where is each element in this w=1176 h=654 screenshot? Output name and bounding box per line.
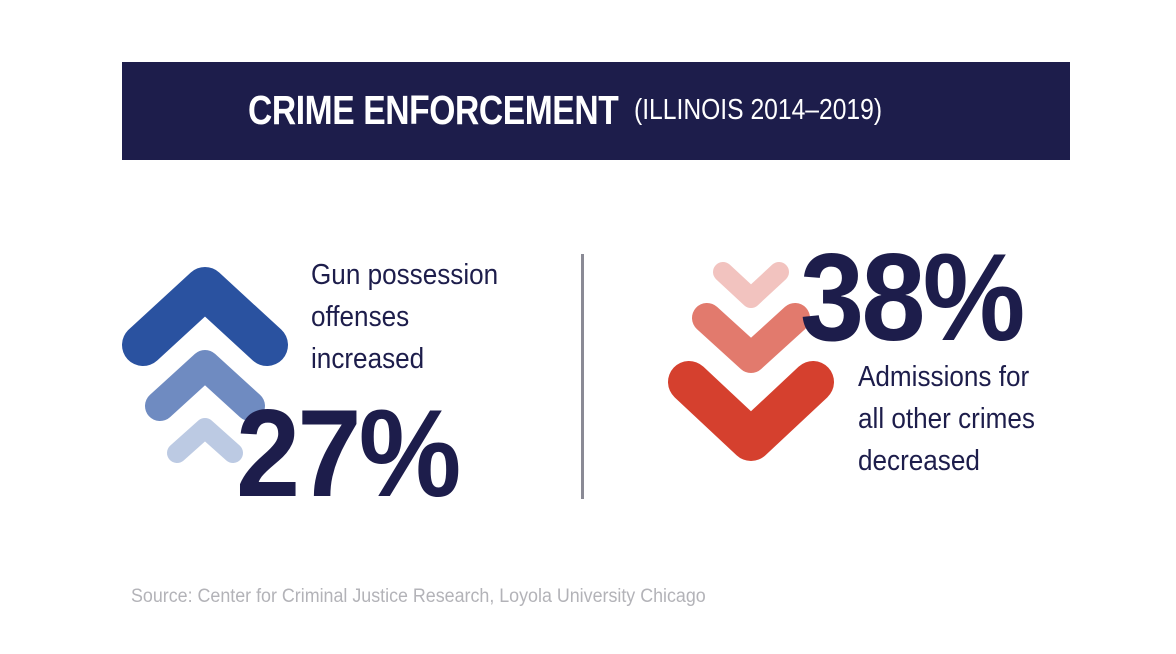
other-crimes-description: Admissions for all other crimes decrease…	[858, 356, 1074, 482]
description-line: offenses	[311, 301, 410, 333]
description-line: increased	[311, 343, 425, 375]
chevron-up-small	[167, 418, 243, 463]
description-line: all other crimes	[858, 403, 1035, 435]
page-title: CRIME ENFORCEMENT	[248, 87, 619, 133]
page-subtitle: (ILLINOIS 2014–2019)	[634, 94, 883, 126]
chevron-down-large	[668, 361, 834, 461]
chevron-up-medium	[145, 350, 265, 421]
chevrons-up-icon	[122, 267, 288, 463]
center-divider	[581, 254, 584, 499]
gun-possession-description: Gun possession offenses increased	[311, 254, 527, 380]
source-note: Source: Center for Criminal Justice Rese…	[131, 586, 706, 607]
other-crimes-percent: 38%	[800, 229, 1025, 367]
chevron-down-medium	[692, 303, 810, 373]
description-line: Admissions for	[858, 361, 1030, 393]
header-banner	[122, 62, 1070, 160]
description-line: Gun possession	[311, 259, 499, 291]
chevron-down-small	[713, 262, 789, 308]
chevron-up-large	[122, 267, 288, 366]
chevrons-down-icon	[668, 262, 834, 461]
description-line: decreased	[858, 445, 980, 477]
gun-possession-percent: 27%	[236, 385, 461, 523]
